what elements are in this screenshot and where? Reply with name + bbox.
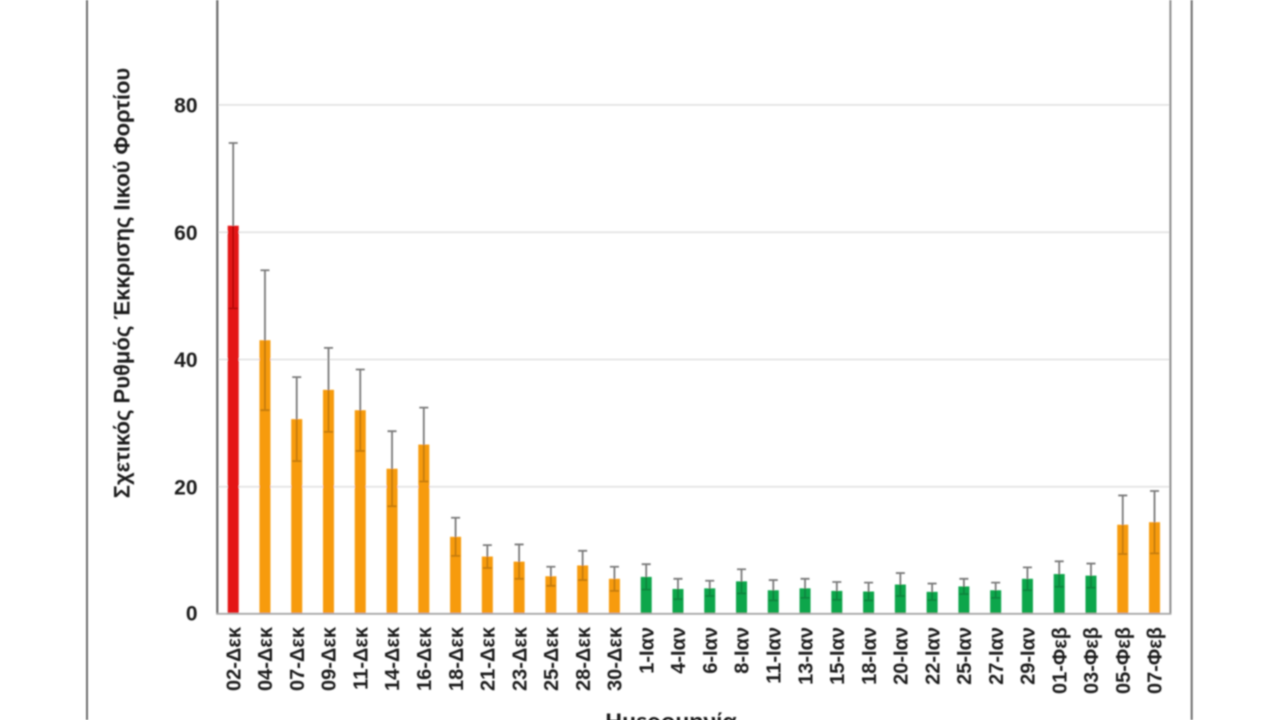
svg-text:18-Δεκ: 18-Δεκ	[446, 626, 468, 691]
svg-text:03-Φεβ: 03-Φεβ	[1081, 627, 1103, 694]
svg-text:80: 80	[174, 94, 197, 117]
svg-text:15-Ιαν: 15-Ιαν	[827, 627, 849, 685]
svg-text:25-Ιαν: 25-Ιαν	[954, 627, 976, 685]
svg-text:13-Ιαν: 13-Ιαν	[795, 627, 817, 685]
svg-text:28-Δεκ: 28-Δεκ	[573, 626, 595, 691]
svg-text:20: 20	[174, 476, 197, 499]
svg-text:6-Ιαν: 6-Ιαν	[700, 627, 722, 674]
svg-text:16-Δεκ: 16-Δεκ	[414, 626, 436, 691]
svg-text:07-Δεκ: 07-Δεκ	[287, 626, 309, 691]
svg-text:07-Φεβ: 07-Φεβ	[1145, 627, 1167, 694]
svg-text:02-Δεκ: 02-Δεκ	[223, 626, 245, 691]
svg-text:21-Δεκ: 21-Δεκ	[478, 626, 500, 691]
svg-text:27-Ιαν: 27-Ιαν	[986, 627, 1008, 685]
svg-text:30-Δεκ: 30-Δεκ	[605, 626, 627, 691]
svg-text:4-Ιαν: 4-Ιαν	[668, 627, 690, 674]
svg-text:1-Ιαν: 1-Ιαν	[636, 627, 658, 674]
svg-text:05-Φεβ: 05-Φεβ	[1113, 627, 1135, 694]
svg-text:09-Δεκ: 09-Δεκ	[319, 626, 341, 691]
svg-text:0: 0	[186, 602, 198, 625]
svg-text:20-Ιαν: 20-Ιαν	[891, 627, 913, 685]
svg-text:22-Ιαν: 22-Ιαν	[922, 627, 944, 685]
svg-text:25-Δεκ: 25-Δεκ	[541, 626, 563, 691]
svg-text:Ημερομηνία: Ημερομηνία	[605, 709, 736, 720]
svg-text:23-Δεκ: 23-Δεκ	[509, 626, 531, 691]
svg-text:Σχετικός Ρυθμός Έκκρισης Ιικού: Σχετικός Ρυθμός Έκκρισης Ιικού Φορτίου	[110, 68, 135, 498]
svg-text:04-Δεκ: 04-Δεκ	[255, 626, 277, 691]
svg-text:29-Ιαν: 29-Ιαν	[1018, 627, 1040, 685]
svg-text:8-Ιαν: 8-Ιαν	[732, 627, 754, 674]
svg-text:40: 40	[174, 349, 197, 372]
svg-text:14-Δεκ: 14-Δεκ	[382, 626, 404, 691]
svg-text:60: 60	[174, 222, 197, 245]
svg-text:11-Δεκ: 11-Δεκ	[350, 626, 372, 690]
svg-text:11-Ιαν: 11-Ιαν	[763, 627, 785, 684]
svg-text:18-Ιαν: 18-Ιαν	[859, 627, 881, 685]
svg-text:01-Φεβ: 01-Φεβ	[1049, 627, 1071, 694]
